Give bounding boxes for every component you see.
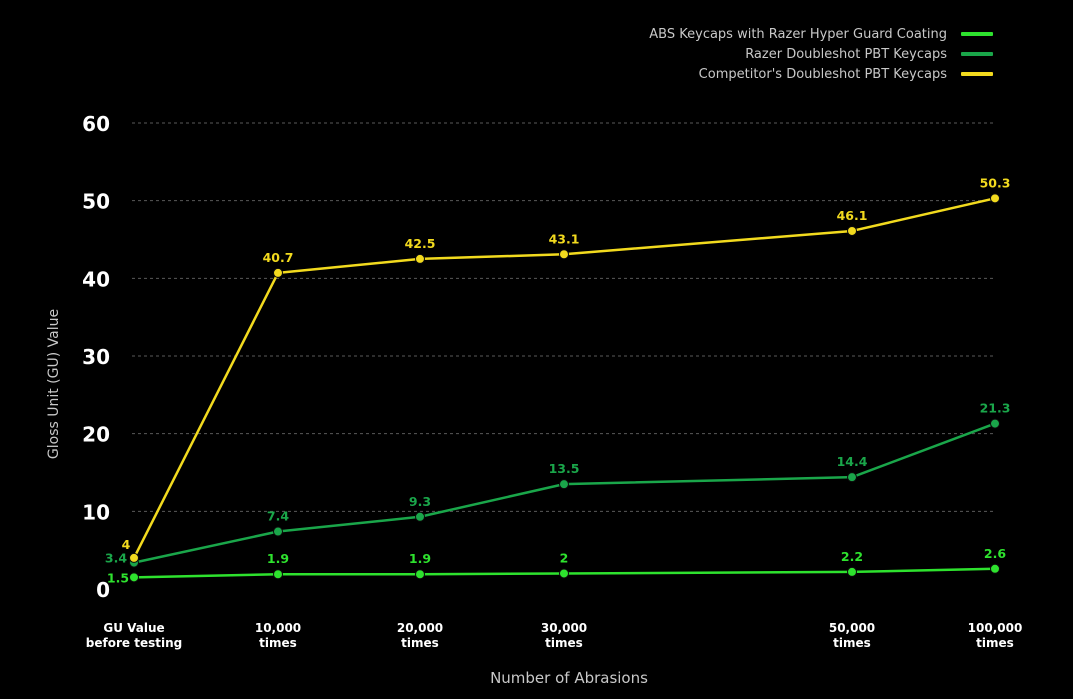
x-tick-label-line: GU Value bbox=[103, 621, 164, 635]
data-point bbox=[559, 568, 569, 579]
legend-item: Razer Doubleshot PBT Keycaps bbox=[649, 44, 993, 64]
data-point bbox=[415, 569, 425, 580]
x-tick-label: 20,000 times bbox=[397, 621, 443, 650]
data-label: 1.5 bbox=[107, 570, 129, 585]
data-point bbox=[847, 566, 857, 577]
data-point bbox=[559, 479, 569, 490]
y-tick-label: 50 bbox=[82, 190, 110, 214]
data-label: 1.9 bbox=[267, 551, 289, 566]
x-tick-label-line: 30,000 bbox=[541, 621, 587, 635]
data-point bbox=[990, 418, 1000, 429]
legend-swatch bbox=[961, 32, 993, 36]
data-point bbox=[415, 511, 425, 522]
y-tick-label: 60 bbox=[82, 112, 110, 136]
data-label: 2.6 bbox=[984, 546, 1006, 561]
data-label: 4 bbox=[122, 537, 131, 552]
x-tick-label: 30,000 times bbox=[541, 621, 587, 650]
data-point bbox=[129, 572, 139, 583]
series-line bbox=[133, 567, 996, 579]
series-line bbox=[132, 197, 996, 559]
legend-label: Competitor's Doubleshot PBT Keycaps bbox=[698, 66, 947, 82]
data-label: 9.3 bbox=[409, 494, 431, 509]
legend: ABS Keycaps with Razer Hyper Guard Coati… bbox=[649, 24, 993, 84]
data-label: 14.4 bbox=[837, 454, 868, 469]
data-label: 2.2 bbox=[841, 549, 863, 564]
data-point bbox=[847, 472, 857, 483]
x-tick-label-line: 10,000 bbox=[255, 621, 301, 635]
data-label: 2 bbox=[560, 550, 569, 565]
y-tick-label: 40 bbox=[82, 267, 110, 291]
legend-item: Competitor's Doubleshot PBT Keycaps bbox=[649, 64, 993, 84]
data-label: 43.1 bbox=[549, 231, 580, 246]
y-tick-label: 20 bbox=[82, 423, 110, 447]
data-label: 50.3 bbox=[980, 175, 1011, 190]
y-axis-title: Gloss Unit (GU) Value bbox=[46, 309, 62, 459]
data-point bbox=[273, 267, 283, 278]
data-point bbox=[990, 193, 1000, 204]
y-tick-label: 0 bbox=[96, 578, 110, 602]
x-tick-label-line: times bbox=[545, 636, 583, 650]
data-point bbox=[990, 563, 1000, 574]
x-tick-label: 50,000 times bbox=[829, 621, 875, 650]
x-tick-label-line: times bbox=[976, 636, 1014, 650]
x-tick-label-line: times bbox=[259, 636, 297, 650]
x-tick-label: GU Value before testing bbox=[86, 621, 182, 650]
x-tick-label-line: 50,000 bbox=[829, 621, 875, 635]
y-axis-ticks: 0 10 20 30 40 50 60 bbox=[82, 112, 110, 602]
legend-swatch bbox=[961, 72, 993, 76]
data-label: 3.4 bbox=[105, 551, 127, 566]
grid-lines bbox=[132, 122, 996, 512]
x-tick-label-line: 20,000 bbox=[397, 621, 443, 635]
series-line bbox=[133, 422, 996, 564]
x-tick-label: 100,000 times bbox=[968, 621, 1023, 650]
data-label: 40.7 bbox=[263, 250, 294, 265]
data-label: 46.1 bbox=[837, 208, 868, 223]
data-point bbox=[273, 526, 283, 537]
data-label: 13.5 bbox=[549, 461, 580, 476]
legend-item: ABS Keycaps with Razer Hyper Guard Coati… bbox=[649, 24, 993, 44]
x-tick-label-line: times bbox=[833, 636, 871, 650]
data-point bbox=[129, 552, 139, 563]
x-axis-title: Number of Abrasions bbox=[490, 669, 648, 687]
data-label: 42.5 bbox=[405, 236, 436, 251]
data-point bbox=[847, 225, 857, 236]
data-label: 7.4 bbox=[267, 509, 289, 524]
x-tick-label-line: 100,000 bbox=[968, 621, 1023, 635]
data-point bbox=[273, 569, 283, 580]
x-tick-label-line: times bbox=[401, 636, 439, 650]
data-label: 1.9 bbox=[409, 551, 431, 566]
legend-label: ABS Keycaps with Razer Hyper Guard Coati… bbox=[649, 26, 947, 42]
data-label: 21.3 bbox=[980, 401, 1011, 416]
series-group: 1.5 1.9 1.9 2 2.2 2.6 3.4 7.4 9.3 13.5 14.4 21.3 4 40… bbox=[105, 175, 1011, 585]
x-tick-label: 10,000 times bbox=[255, 621, 301, 650]
legend-swatch bbox=[961, 52, 993, 56]
legend-label: Razer Doubleshot PBT Keycaps bbox=[745, 46, 947, 62]
data-point bbox=[559, 249, 569, 260]
x-tick-label-line: before testing bbox=[86, 636, 182, 650]
y-tick-label: 10 bbox=[82, 500, 110, 524]
y-tick-label: 30 bbox=[82, 345, 110, 369]
data-point bbox=[415, 253, 425, 264]
